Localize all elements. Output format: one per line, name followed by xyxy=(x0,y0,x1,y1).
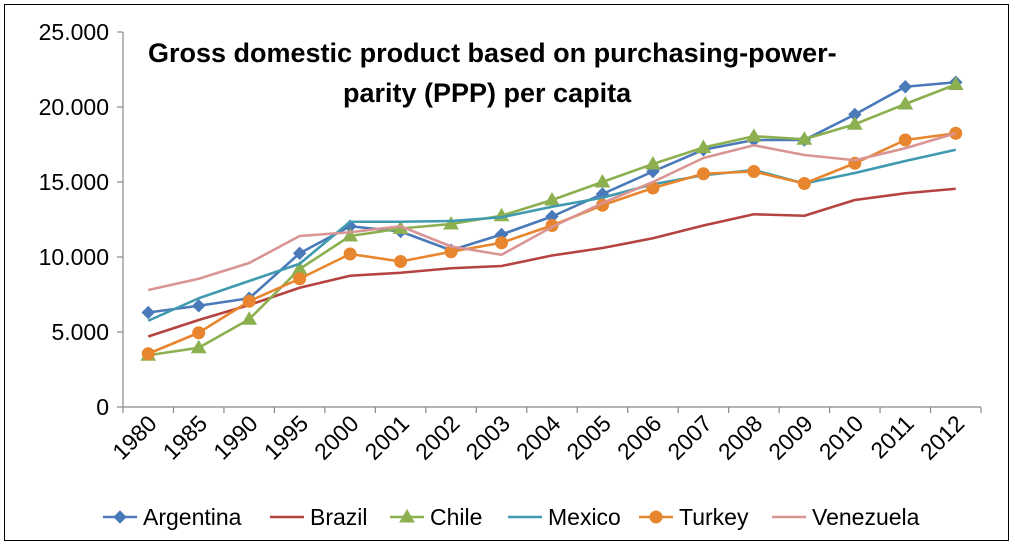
data-point-chile xyxy=(190,339,207,354)
data-point-turkey xyxy=(696,167,710,181)
data-point-turkey xyxy=(898,133,912,147)
series-line-brazil xyxy=(147,187,956,338)
data-point-chile xyxy=(746,128,762,142)
legend-label-turkey: Turkey xyxy=(679,504,749,530)
x-tick-label: 2002 xyxy=(410,410,465,465)
axes: 05.00010.00015.00020.00025.0001980198519… xyxy=(39,19,982,465)
data-point-chile xyxy=(947,76,964,90)
chart-title-line-2: parity (PPP) per capita xyxy=(343,78,632,108)
legend-marker-argentina xyxy=(113,510,127,524)
series-line-turkey xyxy=(147,131,956,355)
data-point-turkey xyxy=(242,294,256,308)
data-point-turkey xyxy=(141,347,155,361)
data-point-turkey xyxy=(293,272,307,286)
chart-title: Gross domestic product based on purchasi… xyxy=(148,38,837,108)
chart-title-line-1: Gross domestic product based on purchasi… xyxy=(148,38,837,68)
x-tick-label: 2009 xyxy=(763,410,818,465)
legend-marker-chile xyxy=(399,509,415,523)
series-line-mexico xyxy=(147,148,957,322)
x-tick-label: 2010 xyxy=(814,410,869,465)
x-tick-label: 2006 xyxy=(612,410,667,465)
y-tick-label: 15.000 xyxy=(39,169,109,195)
x-tick-label: 2003 xyxy=(460,410,515,465)
x-tick-label: 2011 xyxy=(865,410,918,463)
y-tick-label: 20.000 xyxy=(39,94,109,120)
chart-svg: Gross domestic product based on purchasi… xyxy=(39,19,982,530)
chart-frame: Gross domestic product based on purchasi… xyxy=(4,4,1009,541)
data-point-chile xyxy=(846,116,863,130)
legend-item-brazil: Brazil xyxy=(270,504,368,530)
legend-label-argentina: Argentina xyxy=(143,504,242,530)
x-tick-label: 2008 xyxy=(713,410,768,465)
data-point-turkey xyxy=(343,247,357,261)
data-point-chile xyxy=(342,228,358,242)
data-point-turkey xyxy=(797,177,811,190)
x-tick-label: 1995 xyxy=(259,410,314,465)
x-tick-label: 1990 xyxy=(208,410,263,465)
data-point-turkey xyxy=(192,326,206,340)
data-point-turkey xyxy=(747,165,761,178)
legend-item-argentina: Argentina xyxy=(103,504,242,530)
legend-label-brazil: Brazil xyxy=(310,504,368,530)
data-point-chile xyxy=(594,174,611,188)
data-point-argentina xyxy=(141,305,155,320)
series-brazil xyxy=(147,187,956,338)
x-tick-label: 1985 xyxy=(158,410,213,465)
series-venezuela xyxy=(147,132,957,292)
data-point-argentina xyxy=(898,80,913,94)
legend-label-venezuela: Venezuela xyxy=(812,504,920,530)
legend-item-chile: Chile xyxy=(390,504,482,530)
data-point-argentina xyxy=(292,246,307,260)
legend-item-venezuela: Venezuela xyxy=(772,504,920,530)
data-point-chile xyxy=(544,192,560,206)
data-point-chile xyxy=(796,131,813,145)
x-tick-label: 1980 xyxy=(107,410,162,465)
y-tick-label: 25.000 xyxy=(39,19,109,45)
data-point-chile xyxy=(443,216,459,230)
x-tick-label: 2004 xyxy=(511,410,566,465)
x-tick-label: 2007 xyxy=(662,410,717,465)
series-turkey xyxy=(141,126,963,361)
x-tick-label: 2012 xyxy=(915,410,970,465)
data-point-turkey xyxy=(495,236,509,250)
y-tick-label: 5.000 xyxy=(51,319,109,345)
legend-label-chile: Chile xyxy=(430,504,482,530)
data-point-turkey xyxy=(394,255,408,268)
x-tick-label: 2000 xyxy=(309,410,364,465)
data-point-chile xyxy=(645,156,661,170)
series-line-venezuela xyxy=(147,132,957,292)
data-point-chile xyxy=(897,96,914,110)
series-mexico xyxy=(147,148,957,322)
x-tick-label: 2005 xyxy=(561,410,616,465)
series-lines xyxy=(140,75,964,361)
legend-item-mexico: Mexico xyxy=(508,504,621,530)
y-tick-label: 0 xyxy=(96,394,109,420)
legend-item-turkey: Turkey xyxy=(639,504,749,530)
x-tick-label: 2001 xyxy=(360,410,415,465)
data-point-argentina xyxy=(191,299,206,313)
legend-marker-turkey xyxy=(649,510,663,524)
legend: Argentina Brazil Chile Mexico Turkey Venezuel… xyxy=(103,504,920,530)
y-tick-label: 10.000 xyxy=(39,244,109,270)
legend-label-mexico: Mexico xyxy=(548,504,621,530)
data-point-chile xyxy=(241,311,258,325)
data-point-chile xyxy=(695,139,712,153)
